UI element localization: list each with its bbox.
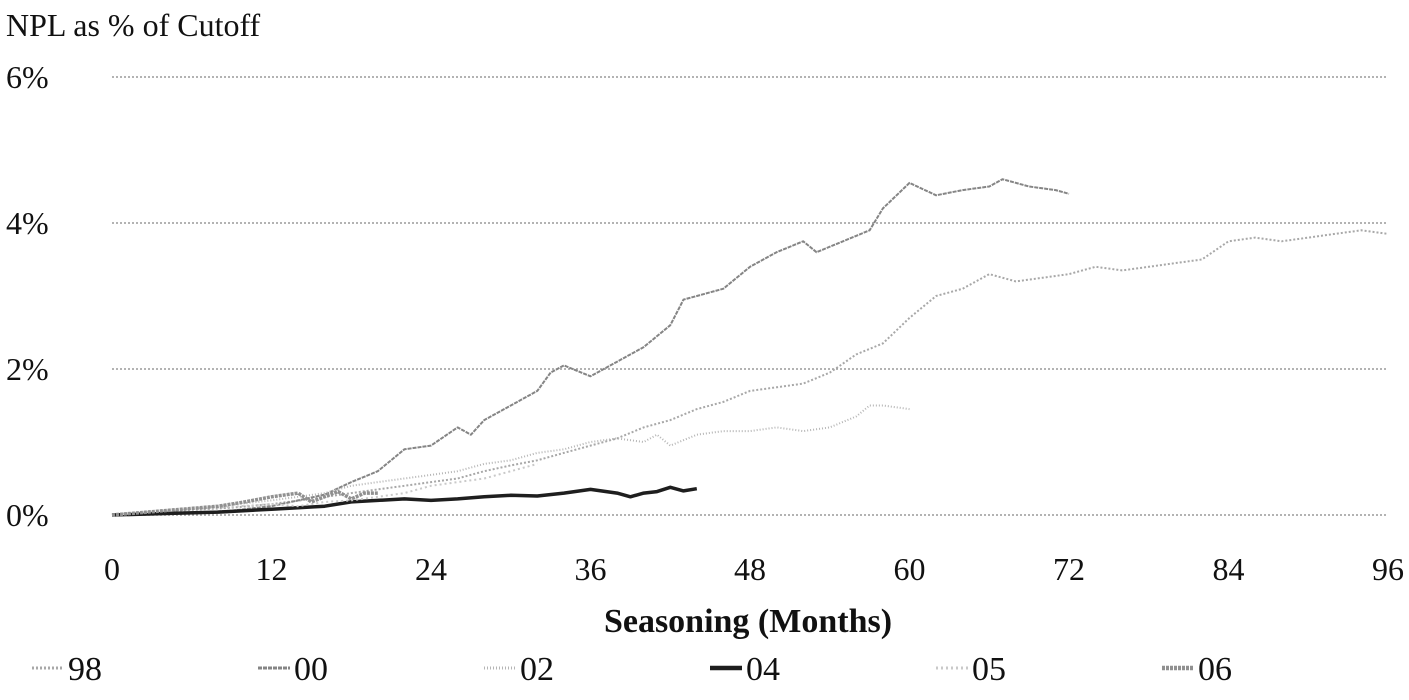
series-line-06	[111, 489, 378, 517]
legend-label-98: 98	[68, 651, 102, 688]
series-line-00	[111, 178, 1070, 516]
legend: 98 00 02 04 05 06	[32, 651, 1232, 688]
series-line-04	[111, 485, 698, 517]
y-tick-labels: 0% 2% 4% 6%	[6, 59, 49, 533]
legend-label-05: 05	[972, 651, 1006, 688]
x-tick-label: 96	[1372, 551, 1404, 587]
y-tick-label: 0%	[6, 497, 49, 533]
x-tick-label: 0	[104, 551, 120, 587]
x-tick-labels: 0 12 24 36 48 60 72 84 96	[104, 551, 1404, 587]
x-tick-label: 72	[1053, 551, 1085, 587]
x-tick-label: 84	[1213, 551, 1245, 587]
series-line-98	[111, 229, 1389, 516]
legend-label-06: 06	[1198, 651, 1232, 688]
series-lines	[111, 178, 1389, 517]
legend-label-04: 04	[746, 651, 780, 688]
x-tick-label: 24	[415, 551, 447, 587]
x-tick-label: 48	[734, 551, 766, 587]
x-tick-label: 12	[256, 551, 288, 587]
legend-label-00: 00	[294, 651, 328, 688]
x-tick-label: 36	[575, 551, 607, 587]
series-line-05	[111, 462, 538, 516]
x-axis-title: Seasoning (Months)	[604, 603, 892, 640]
y-tick-label: 6%	[6, 59, 49, 95]
y-tick-label: 2%	[6, 351, 49, 387]
x-tick-label: 60	[894, 551, 926, 587]
y-axis-title: NPL as % of Cutoff	[6, 7, 261, 43]
legend-label-02: 02	[520, 651, 554, 688]
series-line-02	[111, 404, 910, 516]
gridlines	[112, 76, 1388, 516]
y-tick-label: 4%	[6, 205, 49, 241]
